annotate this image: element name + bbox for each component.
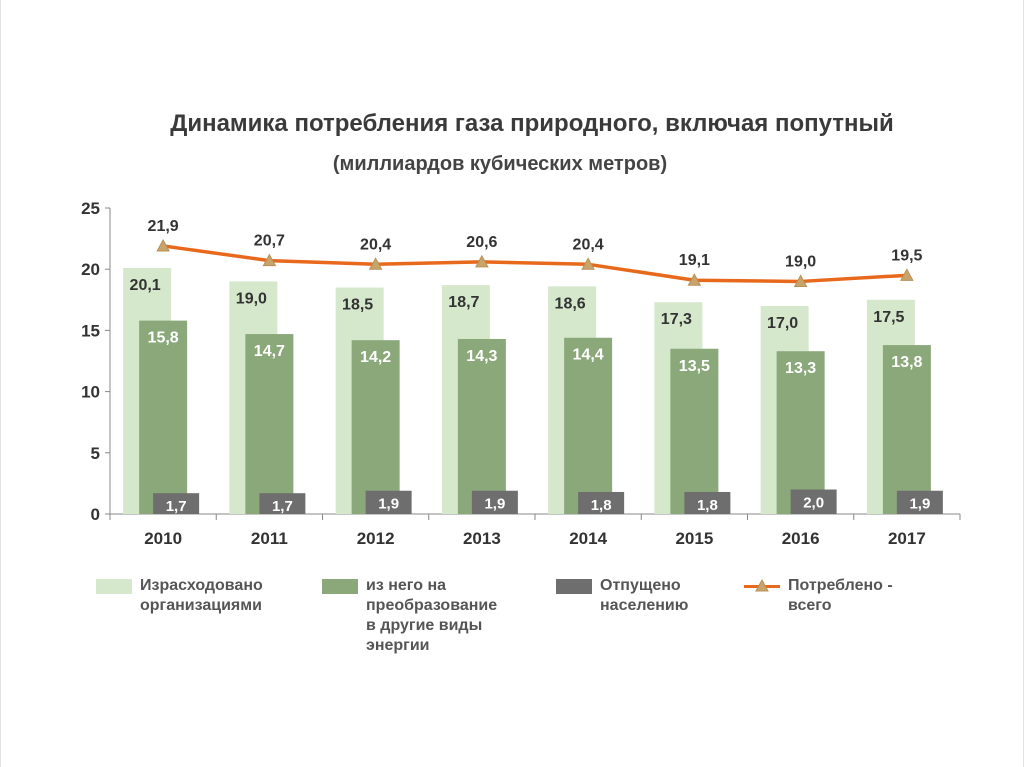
data-label-organizations: 19,0 — [236, 290, 267, 307]
bar-conversion — [351, 340, 400, 514]
bar-conversion — [670, 348, 719, 514]
x-tick-label: 2017 — [888, 529, 926, 548]
y-tick-label: 15 — [81, 321, 100, 340]
bar-conversion — [245, 334, 294, 514]
y-tick-label: 25 — [81, 199, 100, 218]
legend-swatch-organizations — [96, 579, 132, 594]
chart-subtitle: (миллиардов кубических метров) — [332, 153, 668, 175]
bar-conversion — [139, 320, 188, 514]
data-label-conversion: 14,3 — [466, 348, 497, 365]
data-label-population: 1,9 — [484, 496, 505, 513]
bar-conversion — [882, 345, 931, 514]
data-label-total: 21,9 — [148, 218, 179, 235]
data-label-organizations: 18,6 — [555, 295, 586, 312]
marker-total — [475, 254, 489, 268]
marker-total — [793, 274, 808, 287]
chart-title: Динамика потребления газа природного, вк… — [170, 110, 894, 137]
data-label-population: 1,9 — [378, 496, 399, 513]
bar-conversion — [564, 337, 613, 514]
bar-population — [684, 491, 731, 514]
data-label-organizations: 17,0 — [767, 315, 798, 332]
data-label-population: 2,0 — [803, 495, 824, 512]
data-label-organizations: 17,5 — [873, 309, 904, 326]
y-tick-label: 0 — [91, 505, 100, 524]
legend-item-population: Отпущено населению — [556, 576, 688, 616]
data-label-organizations: 17,3 — [661, 311, 692, 328]
x-tick-label: 2010 — [144, 529, 182, 548]
marker-total — [581, 257, 595, 270]
data-label-conversion: 13,5 — [679, 358, 710, 375]
data-label-conversion: 14,2 — [360, 349, 391, 366]
bar-population — [896, 490, 943, 514]
bar-population — [471, 490, 518, 514]
legend-swatch-population — [556, 579, 592, 594]
data-label-conversion: 13,3 — [785, 360, 816, 377]
data-label-population: 1,8 — [697, 497, 718, 514]
y-tick-label: 5 — [91, 444, 100, 463]
marker-total — [262, 253, 277, 267]
bar-population — [259, 493, 306, 514]
legend-item-organizations: Израсходовано организациями — [96, 576, 263, 616]
data-label-organizations: 18,5 — [342, 297, 373, 314]
legend-item-conversion: из него на преобразование в другие виды … — [322, 576, 497, 656]
legend-item-total: Потреблено - всего — [744, 576, 893, 616]
data-label-population: 1,9 — [909, 496, 930, 513]
x-tick-label: 2014 — [569, 529, 607, 548]
data-label-organizations: 18,7 — [448, 294, 479, 311]
bar-population — [790, 489, 837, 514]
bar-population — [153, 493, 200, 514]
data-label-conversion: 13,8 — [891, 354, 922, 371]
y-tick-label: 20 — [81, 260, 100, 279]
data-label-population: 1,8 — [591, 497, 612, 514]
x-tick-label: 2016 — [782, 529, 820, 548]
marker-total — [156, 238, 170, 252]
legend-swatch-total — [744, 579, 780, 592]
legend-label-conversion: из него на преобразование в другие виды … — [366, 577, 498, 654]
data-label-total: 19,0 — [785, 253, 816, 270]
marker-total — [368, 257, 383, 270]
bar-population — [365, 490, 412, 514]
x-tick-label: 2013 — [463, 529, 501, 548]
x-tick-label: 2011 — [251, 529, 288, 548]
data-label-organizations: 20,1 — [130, 277, 161, 294]
data-label-total: 20,6 — [466, 234, 497, 251]
legend-label-population: Отпущено населению — [600, 577, 689, 614]
data-label-total: 20,4 — [360, 236, 391, 253]
data-label-population: 1,7 — [166, 498, 187, 515]
data-label-conversion: 14,4 — [573, 347, 604, 364]
marker-total — [900, 268, 914, 281]
data-label-total: 20,7 — [254, 233, 285, 250]
line-total — [162, 244, 907, 284]
bar-conversion — [776, 351, 825, 514]
x-tick-label: 2015 — [675, 529, 713, 548]
data-label-total: 19,1 — [679, 252, 710, 269]
data-label-total: 19,5 — [891, 247, 922, 264]
legend-label-total: Потреблено - всего — [788, 577, 893, 614]
legend-swatch-conversion — [322, 579, 358, 594]
marker-total — [687, 273, 702, 286]
data-label-population: 1,7 — [272, 498, 293, 515]
legend-label-organizations: Израсходовано организациями — [140, 577, 263, 614]
data-label-total: 20,4 — [573, 236, 604, 253]
data-label-conversion: 14,7 — [254, 343, 285, 360]
x-tick-label: 2012 — [357, 529, 395, 548]
bar-population — [578, 491, 625, 514]
data-label-conversion: 15,8 — [148, 330, 179, 347]
bar-conversion — [457, 338, 506, 514]
y-tick-label: 10 — [81, 383, 100, 402]
